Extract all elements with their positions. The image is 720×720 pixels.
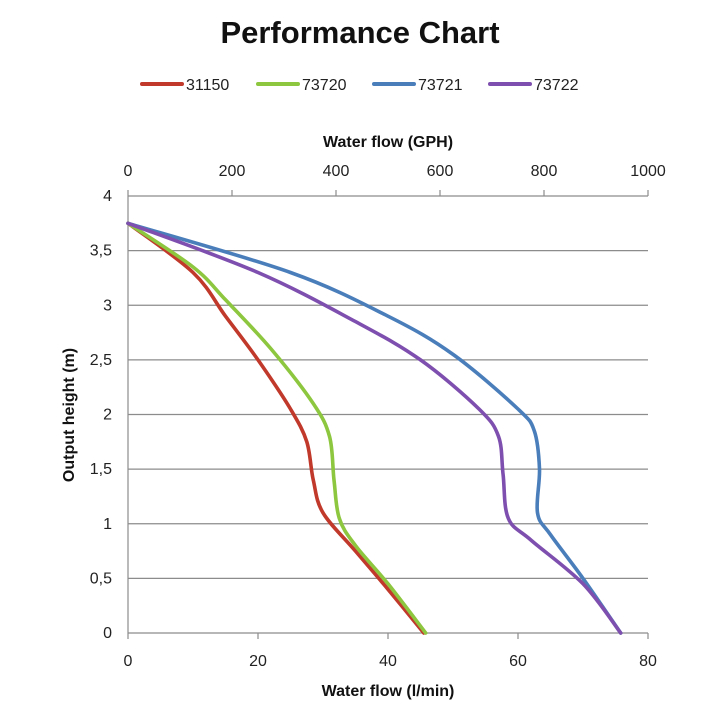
- series-line-73722: [126, 221, 623, 635]
- chart-title: Performance Chart: [220, 15, 499, 50]
- y-tick-label: 1: [103, 516, 112, 533]
- x-tick-label: 40: [379, 653, 397, 670]
- x2-tick-label: 600: [427, 163, 454, 180]
- y-axis-label: Output height (m): [61, 348, 78, 482]
- legend-label-73722: 73722: [534, 77, 579, 94]
- top-x-axis-label: Water flow (GPH): [323, 134, 453, 151]
- x-axis-label: Water flow (l/min): [322, 683, 455, 700]
- y-tick-label: 1,5: [90, 461, 112, 478]
- series-line-73721: [126, 221, 623, 635]
- x-tick-label: 0: [124, 653, 133, 670]
- x2-tick-label: 400: [323, 163, 350, 180]
- x-tick-label: 60: [509, 653, 527, 670]
- x2-tick-label: 200: [219, 163, 246, 180]
- y-tick-label: 0,5: [90, 570, 112, 587]
- y-tick-label: 3,5: [90, 243, 112, 260]
- y-tick-label: 2,5: [90, 352, 112, 369]
- x2-tick-label: 0: [124, 163, 133, 180]
- top-x-axis-ticks: 0 200 400 600 800 1000: [124, 163, 666, 180]
- y-tick-label: 4: [103, 188, 112, 205]
- series-line-73720: [126, 221, 428, 635]
- legend-label-31150: 31150: [186, 77, 229, 94]
- legend-label-73721: 73721: [418, 77, 463, 94]
- series-line-31150: [126, 221, 426, 635]
- gridlines: [127, 190, 649, 639]
- y-tick-label: 3: [103, 297, 112, 314]
- series-lines: [126, 221, 623, 635]
- x2-tick-label: 800: [531, 163, 558, 180]
- x2-tick-label: 1000: [630, 163, 666, 180]
- y-tick-label: 2: [103, 407, 112, 424]
- legend: 31150 73720 73721 73722: [140, 77, 579, 94]
- y-tick-label: 0: [103, 625, 112, 642]
- y-axis-ticks: 0 0,5 1 1,5 2 2,5 3 3,5 4: [90, 188, 112, 642]
- x-tick-label: 80: [639, 653, 657, 670]
- x-axis-ticks: 0 20 40 60 80: [124, 653, 657, 670]
- legend-label-73720: 73720: [302, 77, 347, 94]
- x-tick-label: 20: [249, 653, 267, 670]
